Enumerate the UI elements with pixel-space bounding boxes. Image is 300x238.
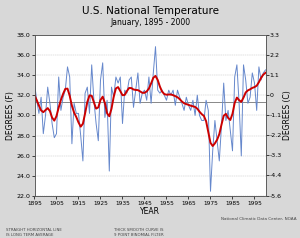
Text: U.S. National Temperature: U.S. National Temperature bbox=[82, 6, 218, 16]
Text: STRAIGHT HORIZONTAL LINE
IS LONG TERM AVERAGE: STRAIGHT HORIZONTAL LINE IS LONG TERM AV… bbox=[6, 228, 62, 237]
Text: January, 1895 - 2000: January, 1895 - 2000 bbox=[110, 18, 190, 27]
Y-axis label: DEGREES (C): DEGREES (C) bbox=[283, 90, 292, 140]
X-axis label: YEAR: YEAR bbox=[140, 207, 160, 216]
Y-axis label: DEGREES (F): DEGREES (F) bbox=[6, 91, 15, 140]
Text: National Climatic Data Center, NOAA: National Climatic Data Center, NOAA bbox=[221, 217, 297, 221]
Text: THICK SMOOTH CURVE IS
9 POINT BINOMIAL FILTER: THICK SMOOTH CURVE IS 9 POINT BINOMIAL F… bbox=[114, 228, 164, 237]
